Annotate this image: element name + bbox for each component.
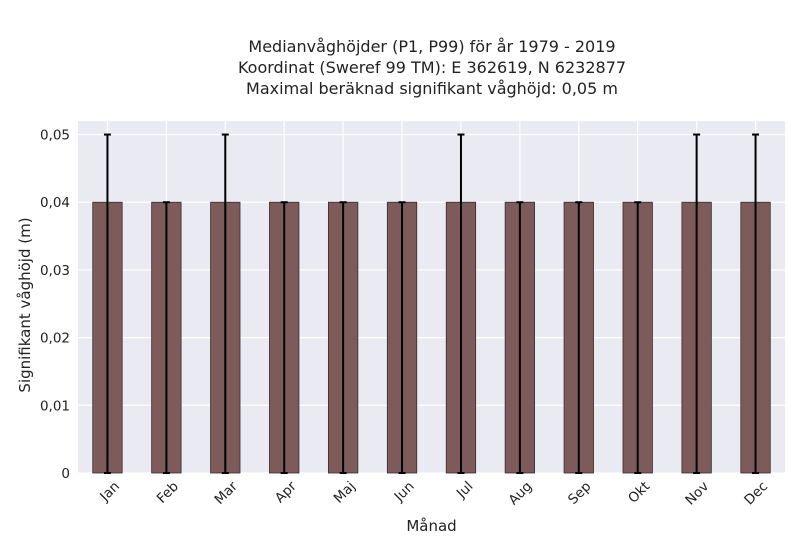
title-line-2: Koordinat (Sweref 99 TM): E 362619, N 62…: [238, 58, 626, 77]
x-axis-ticks: Jan Feb Mar Apr Maj Jun Jul Aug Sep Okt Nov Dec: [96, 478, 771, 508]
y-tick-label: 0,02: [40, 331, 70, 347]
plot-area: [78, 121, 785, 473]
x-tick-label-dec: Dec: [741, 479, 771, 509]
y-tick-label: 0,05: [40, 128, 70, 144]
y-axis-ticks: 0 0,01 0,02 0,03 0,04 0,05: [40, 128, 70, 482]
title-line-1: Medianvåghöjder (P1, P99) för år 1979 - …: [248, 37, 615, 56]
x-tick-label-apr: Apr: [272, 478, 300, 506]
x-tick-label-feb: Feb: [154, 479, 182, 507]
y-tick-label: 0,03: [40, 263, 70, 279]
y-tick-label: 0: [61, 466, 70, 482]
x-tick-label-jun: Jun: [391, 479, 418, 506]
x-tick-label-sep: Sep: [565, 479, 594, 508]
y-axis-label: Signifikant våghöjd (m): [16, 217, 34, 392]
title-line-3: Maximal beräknad signifikant våghöjd: 0,…: [246, 79, 618, 98]
x-tick-label-nov: Nov: [682, 479, 712, 509]
error-bars: [103, 133, 760, 474]
x-axis-label: Månad: [406, 517, 456, 535]
x-tick-label-aug: Aug: [505, 479, 535, 509]
y-tick-label: 0,01: [40, 398, 70, 414]
x-tick-label-okt: Okt: [625, 479, 653, 507]
chart-title: Medianvåghöjder (P1, P99) för år 1979 - …: [238, 37, 626, 98]
x-tick-label-maj: Maj: [331, 479, 359, 507]
x-tick-label-jan: Jan: [96, 479, 123, 506]
y-tick-label: 0,04: [40, 195, 70, 211]
x-tick-label-mar: Mar: [212, 478, 242, 508]
x-tick-label-jul: Jul: [453, 479, 477, 503]
